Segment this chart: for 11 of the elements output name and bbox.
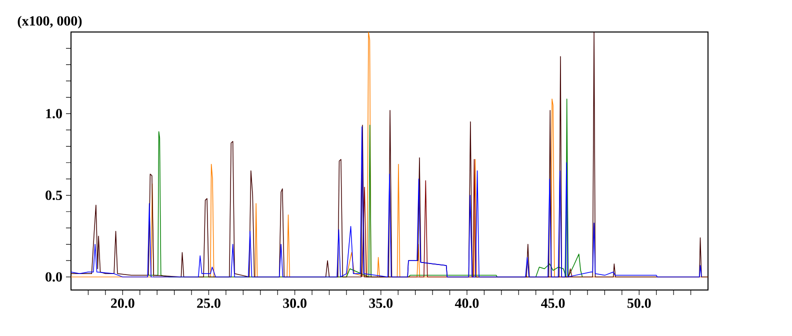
- x-tick-label: 35.0: [369, 298, 393, 308]
- x-tick-label: 30.0: [283, 298, 306, 308]
- x-tick-label: 20.0: [111, 298, 134, 308]
- x-tick-label: 25.0: [197, 298, 220, 308]
- x-tick-label: 45.0: [541, 298, 565, 308]
- y-tick-label: 0.0: [46, 272, 62, 282]
- y-tick-label: 0.5: [46, 190, 62, 200]
- y-tick-label: 1.0: [46, 108, 62, 118]
- x-tick-label: 40.0: [454, 298, 479, 308]
- y-axis-title: (x100, 000): [18, 16, 82, 28]
- x-tick-label: 50.0: [628, 298, 651, 308]
